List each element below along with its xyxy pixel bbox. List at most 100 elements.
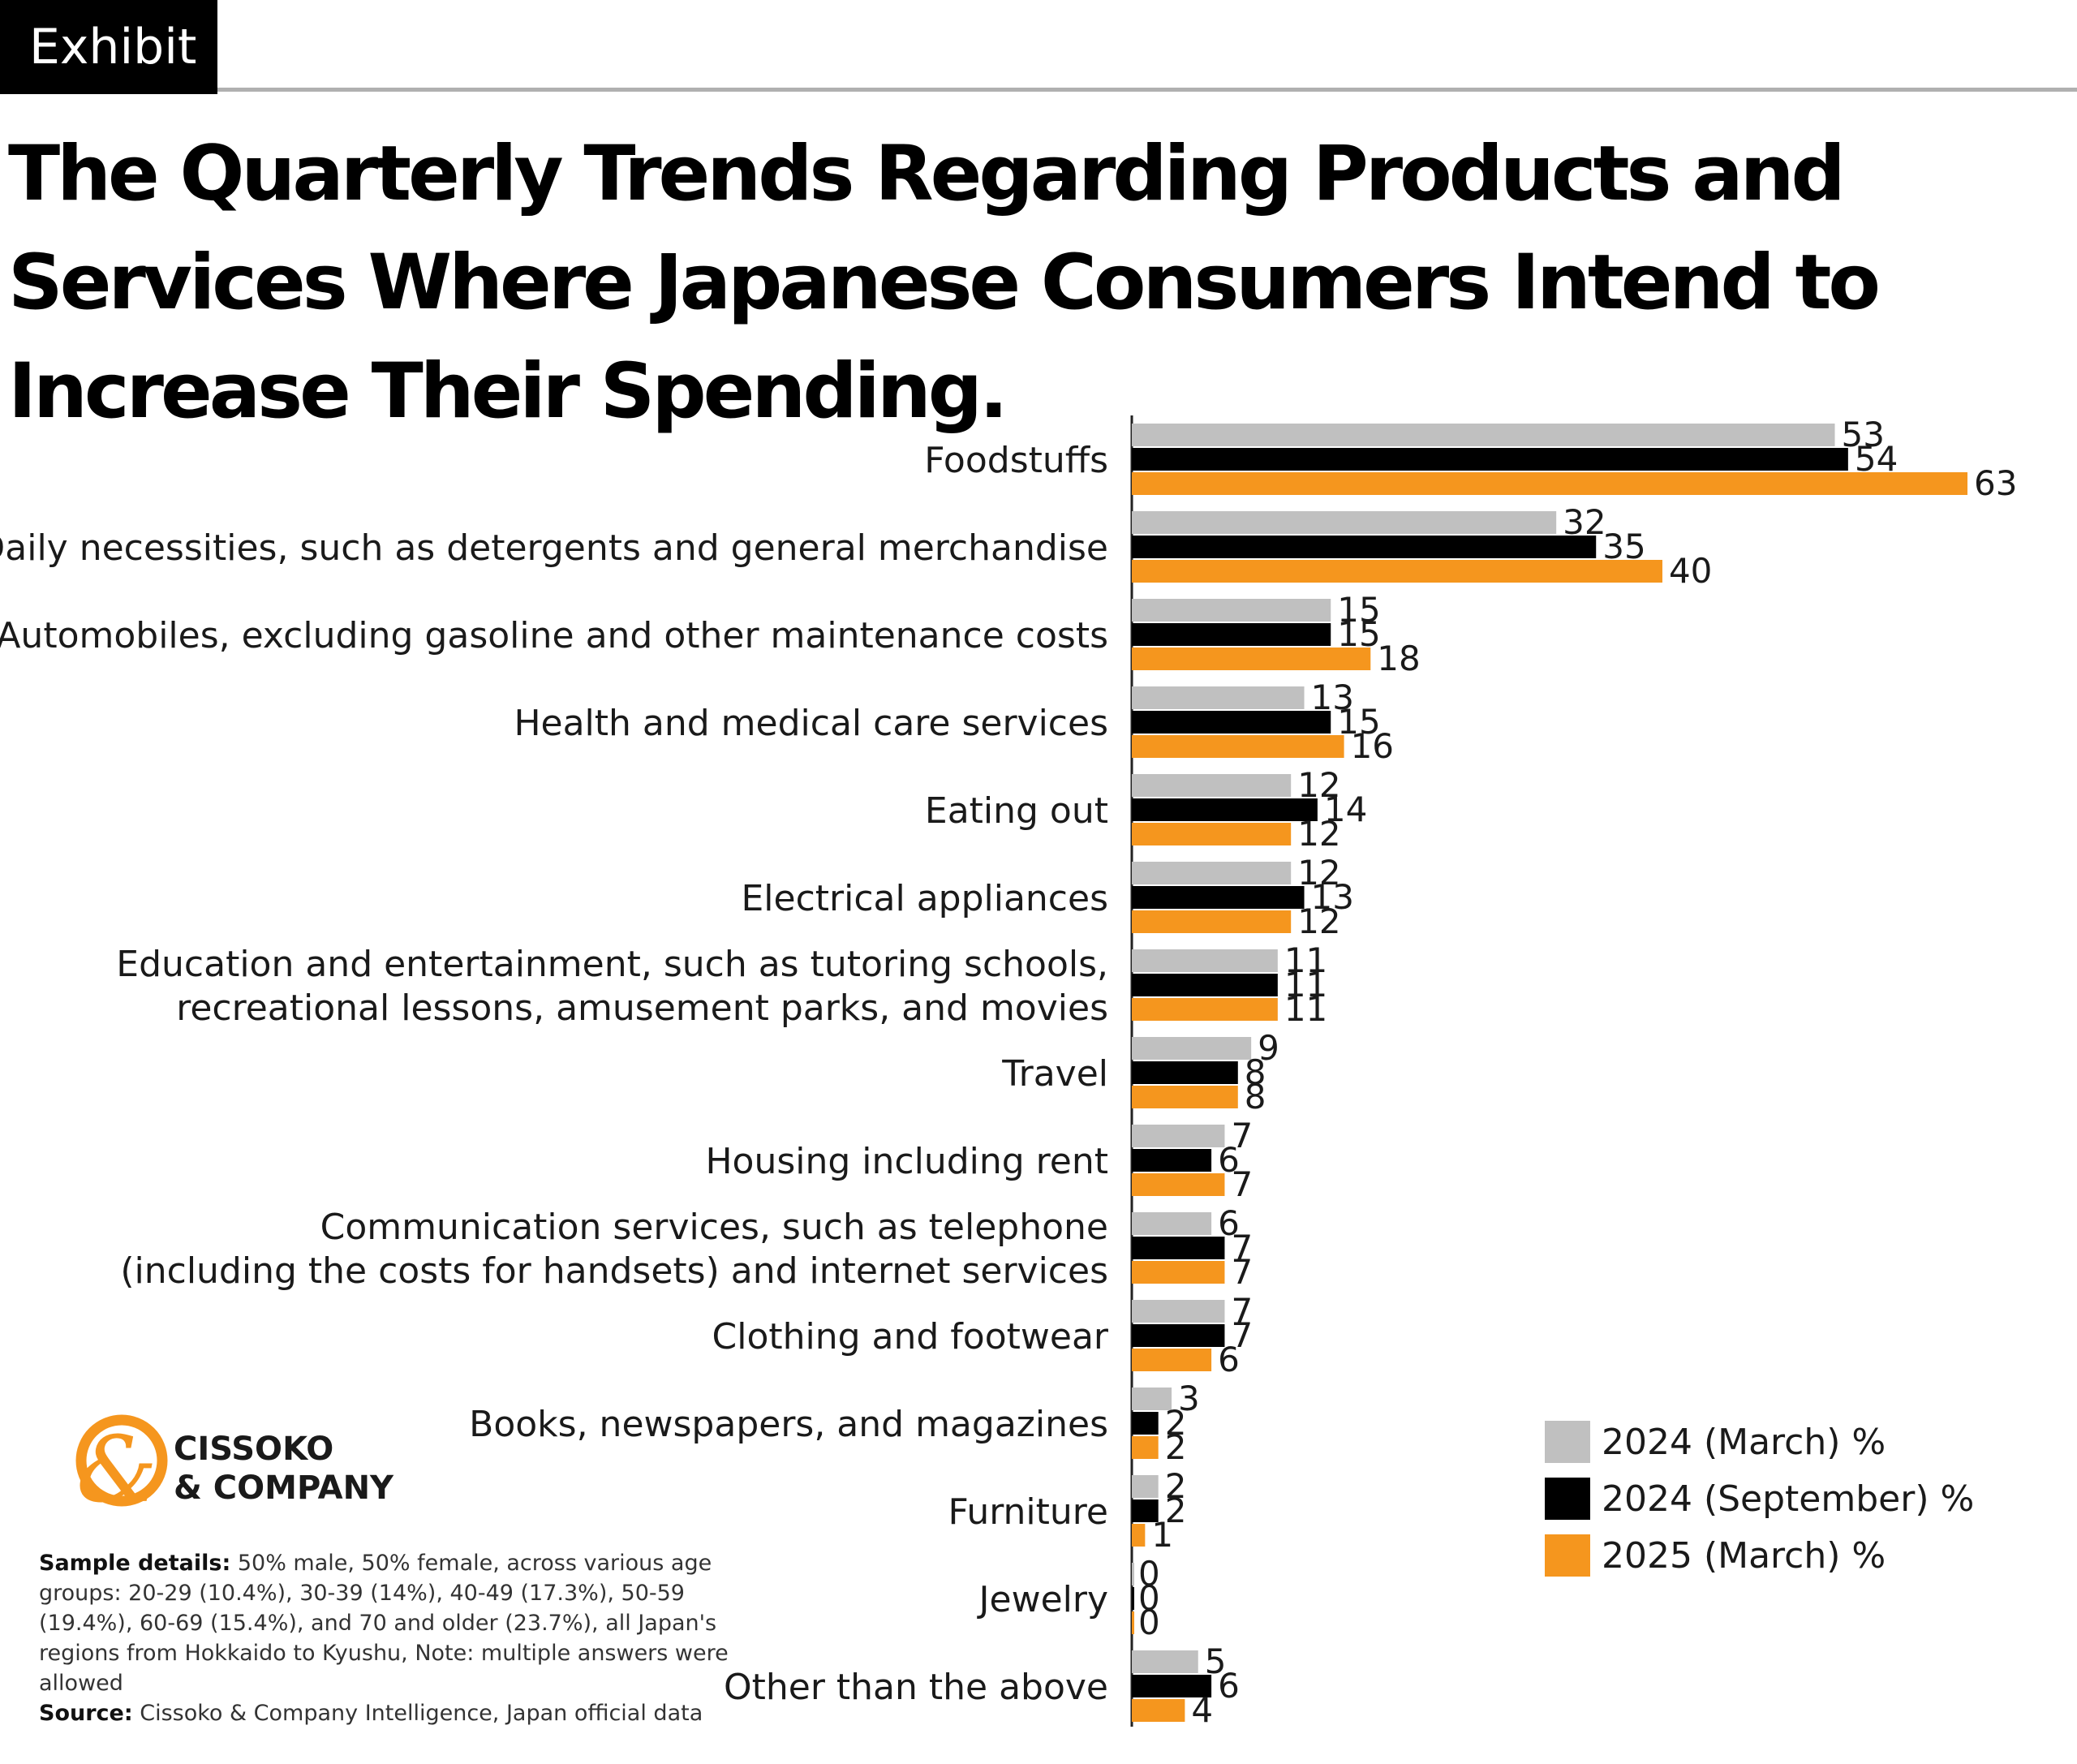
data-label: 6 <box>1218 1140 1240 1180</box>
bar <box>1132 599 1331 622</box>
data-label: 9 <box>1258 1028 1279 1068</box>
data-label: 12 <box>1297 853 1340 893</box>
category-label: Other than the above <box>724 1667 1108 1708</box>
category-label: Electrical appliances <box>741 878 1108 919</box>
source-label: Source: <box>39 1701 133 1726</box>
bar <box>1132 1436 1159 1459</box>
legend-label-2024-march: 2024 (March) % <box>1602 1421 1886 1463</box>
sample-details-label: Sample details: <box>39 1551 231 1576</box>
data-label: 6 <box>1218 1666 1240 1706</box>
bar <box>1132 1261 1225 1284</box>
bar <box>1132 823 1292 845</box>
data-label: 12 <box>1297 901 1340 941</box>
data-label: 15 <box>1337 702 1380 742</box>
sample-details-text: 50% male, 50% female, across various age… <box>39 1551 729 1696</box>
data-label: 2 <box>1165 1403 1187 1443</box>
bar <box>1132 1412 1159 1435</box>
category-label: Foodstuffs <box>924 440 1108 481</box>
data-label: 7 <box>1231 1252 1253 1292</box>
bar <box>1132 1037 1252 1060</box>
bar <box>1132 886 1305 909</box>
chart-title: The Quarterly Trends Regarding Products … <box>8 130 1881 436</box>
data-label: 3 <box>1178 1379 1200 1418</box>
bar <box>1132 1611 1134 1634</box>
data-label: 6 <box>1218 1340 1240 1379</box>
data-label: 11 <box>1284 940 1327 980</box>
data-label: 2 <box>1165 1491 1187 1530</box>
bar <box>1132 1237 1225 1259</box>
data-label: 54 <box>1855 439 1898 479</box>
data-label: 53 <box>1842 415 1885 454</box>
bar <box>1132 735 1344 758</box>
data-label: 11 <box>1284 965 1327 1005</box>
data-label: 8 <box>1245 1052 1266 1092</box>
exhibit-tag: Exhibit 4 <box>0 0 217 170</box>
data-label: 7 <box>1231 1164 1253 1204</box>
bar <box>1132 974 1278 996</box>
bar <box>1132 424 1835 446</box>
data-label: 1 <box>1151 1515 1173 1555</box>
bar <box>1132 1300 1225 1323</box>
data-label: 8 <box>1245 1077 1266 1116</box>
bar <box>1132 1675 1212 1697</box>
data-label: 15 <box>1337 614 1380 654</box>
category-label: Housing including rent <box>705 1141 1108 1182</box>
data-label: 7 <box>1231 1228 1253 1267</box>
category-label: Eating out <box>925 790 1108 832</box>
data-label: 13 <box>1311 678 1354 717</box>
category-label: Health and medical care services <box>514 703 1108 744</box>
legend-label-2024-september: 2024 (September) % <box>1602 1478 1975 1520</box>
legend-swatch-2024-september <box>1545 1478 1590 1520</box>
sample-details: Sample details: 50% male, 50% female, ac… <box>39 1548 737 1698</box>
bar <box>1132 1475 1159 1498</box>
bar <box>1132 536 1597 558</box>
data-label: 11 <box>1284 989 1327 1029</box>
source-note: Source: Cissoko & Company Intelligence, … <box>39 1698 737 1728</box>
bar <box>1132 774 1292 797</box>
data-label: 7 <box>1231 1116 1253 1155</box>
bar <box>1132 686 1305 709</box>
bar <box>1132 511 1557 534</box>
legend-item-2024-september: 2024 (September) % <box>1545 1470 1974 1527</box>
bar <box>1132 1324 1225 1347</box>
bar <box>1132 1388 1172 1410</box>
bar <box>1132 1563 1134 1585</box>
category-label: Daily necessities, such as detergents an… <box>0 527 1108 569</box>
category-label: Furniture <box>948 1491 1108 1533</box>
bar <box>1132 1061 1238 1084</box>
category-label: Travel <box>1001 1053 1108 1095</box>
bar <box>1132 862 1292 884</box>
data-label: 12 <box>1297 814 1340 854</box>
data-label: 0 <box>1138 1603 1160 1642</box>
data-label: 2 <box>1165 1466 1187 1506</box>
legend-item-2024-march: 2024 (March) % <box>1545 1413 1974 1470</box>
ampersand-logo-icon: & <box>75 1414 168 1523</box>
category-label: Books, newspapers, and magazines <box>469 1404 1108 1445</box>
data-label: 0 <box>1138 1554 1160 1594</box>
data-label: 0 <box>1138 1578 1160 1618</box>
bar <box>1132 1349 1212 1371</box>
bar <box>1132 1212 1212 1235</box>
data-label: 35 <box>1602 527 1645 566</box>
logo-line-1: CISSOKO <box>174 1431 334 1468</box>
data-label: 12 <box>1297 765 1340 805</box>
bar <box>1132 998 1278 1021</box>
bar <box>1132 1650 1198 1673</box>
bar <box>1132 1125 1225 1147</box>
data-label: 7 <box>1231 1315 1253 1355</box>
svg-text:&: & <box>76 1418 157 1523</box>
data-label: 4 <box>1191 1690 1213 1730</box>
category-label: recreational lessons, amusement parks, a… <box>176 987 1108 1029</box>
header-rule <box>217 88 2077 92</box>
legend-item-2025-march: 2025 (March) % <box>1545 1527 1974 1584</box>
category-label: Communication services, such as telephon… <box>320 1207 1108 1248</box>
bar <box>1132 448 1848 471</box>
bar <box>1132 949 1278 972</box>
data-label: 15 <box>1337 590 1380 630</box>
category-label: Automobiles, excluding gasoline and othe… <box>0 615 1108 656</box>
data-label: 5 <box>1205 1641 1227 1681</box>
data-label: 32 <box>1563 502 1606 542</box>
data-label: 63 <box>1974 463 2017 503</box>
category-label: Clothing and footwear <box>712 1316 1109 1357</box>
logo-line-2: & COMPANY <box>174 1469 394 1507</box>
